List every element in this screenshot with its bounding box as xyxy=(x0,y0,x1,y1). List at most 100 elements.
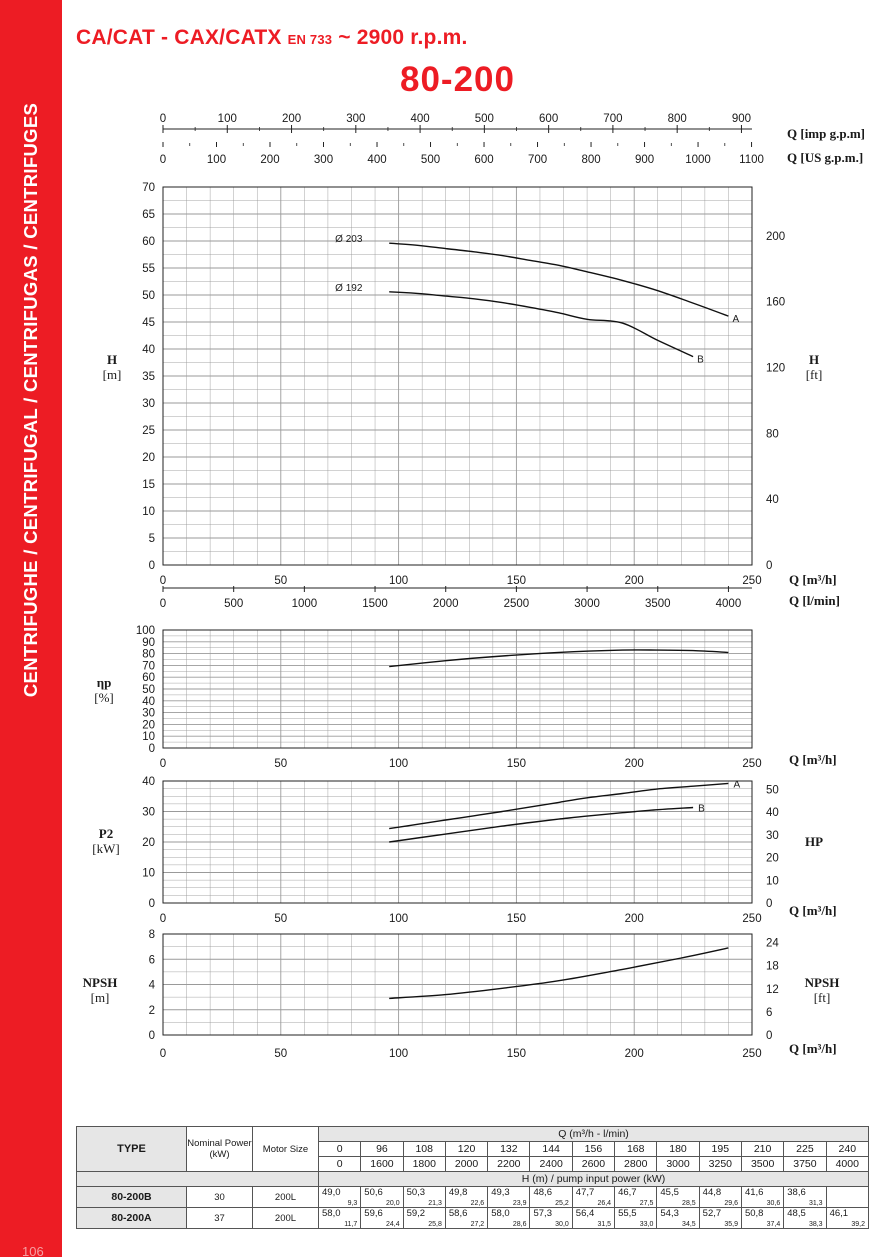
us-tick-label: 500 xyxy=(421,154,440,166)
us-tick-label: 600 xyxy=(474,154,493,166)
npsh-chart-ytick-label: 8 xyxy=(149,929,155,941)
q-lmin-cell: 2400 xyxy=(529,1156,573,1172)
npsh-xtick-label: 150 xyxy=(507,1048,526,1060)
head-m-label-line1: H xyxy=(107,352,117,367)
power-curve-end-label: A xyxy=(733,779,740,790)
us-tick-label: 200 xyxy=(260,154,279,166)
power-value: 39,2 xyxy=(851,1221,865,1228)
power-value: 29,6 xyxy=(724,1200,738,1207)
head-value: 46,7 xyxy=(618,1187,637,1198)
q-m3h-label: Q [m³/h] xyxy=(789,903,837,918)
npsh-xtick-label: 250 xyxy=(742,1048,761,1060)
h-header: H (m) / pump input power (kW) xyxy=(318,1171,869,1187)
head-chart-ytick-label: 30 xyxy=(142,398,155,410)
power-value: 9,3 xyxy=(347,1200,358,1207)
eff-chart-ytick-label: 90 xyxy=(142,637,155,649)
head-chart-ytick-label: 60 xyxy=(142,236,155,248)
hp-label: HP xyxy=(805,834,823,849)
row-value-cell: 41,6 30,6 xyxy=(740,1186,785,1208)
us-tick-label: 700 xyxy=(528,154,547,166)
power-value: 27,5 xyxy=(639,1200,654,1207)
power-value: 20,0 xyxy=(385,1200,400,1207)
eff-chart-ytick-label: 30 xyxy=(142,708,155,720)
row-power: 37 xyxy=(186,1207,253,1229)
row-value-cell: 49,8 22,6 xyxy=(444,1186,489,1208)
head-curve-name: Ø 203 xyxy=(335,234,363,245)
eff-chart-ytick-label: 10 xyxy=(142,731,155,743)
head-value: 48,5 xyxy=(787,1208,806,1219)
lmin-tick-label: 3500 xyxy=(645,598,671,610)
row-value-cell: 46,1 39,2 xyxy=(825,1207,870,1229)
head-value: 47,7 xyxy=(575,1187,595,1198)
power-curve-a xyxy=(389,782,729,830)
ft-tick-label: 160 xyxy=(766,297,785,309)
eff-xtick-label: 250 xyxy=(742,758,761,770)
head-value: 49,3 xyxy=(491,1187,510,1198)
head-value: 45,5 xyxy=(660,1187,679,1198)
head-chart-ytick-label: 20 xyxy=(142,452,155,464)
npsh-m-label-line2: [m] xyxy=(91,990,110,1005)
head-xtick-label: 50 xyxy=(274,575,287,587)
head-value: 54,3 xyxy=(660,1208,679,1219)
eff-curve xyxy=(389,649,729,668)
lmin-tick-label: 0 xyxy=(160,598,166,610)
lmin-tick-label: 1000 xyxy=(292,598,318,610)
row-value-cell: 58,0 28,6 xyxy=(487,1207,531,1229)
q-m3h-cell: 168 xyxy=(614,1141,658,1157)
row-power: 30 xyxy=(186,1186,253,1208)
head-curve-name: Ø 192 xyxy=(335,283,363,294)
lmin-tick-label: 4000 xyxy=(716,598,742,610)
row-value-cell: 49,0 9,3 xyxy=(317,1186,362,1208)
power-value: 25,8 xyxy=(428,1221,442,1228)
table-header-row: TYPE Nominal Power (kW) Motor Size Q (m³/h … xyxy=(76,1126,869,1172)
power-label-line2: [kW] xyxy=(92,841,119,856)
head-value: 49,8 xyxy=(448,1187,468,1198)
power-value: 35,9 xyxy=(724,1221,738,1228)
head-chart-ytick-label: 70 xyxy=(142,182,155,194)
head-chart-ytick-label: 35 xyxy=(142,371,155,383)
power-value: 26,4 xyxy=(597,1200,612,1207)
h-header-row: H (m) / pump input power (kW) xyxy=(76,1171,869,1187)
power-xtick-label: 150 xyxy=(507,913,526,925)
eff-xtick-label: 100 xyxy=(389,758,408,770)
npsh-curve xyxy=(389,947,729,1000)
eff-xtick-label: 200 xyxy=(625,758,644,770)
power-value: 34,5 xyxy=(682,1221,696,1228)
q-lmin-cell: 1800 xyxy=(402,1156,446,1172)
head-value: 56,4 xyxy=(575,1208,595,1219)
eff-xtick-label: 50 xyxy=(274,758,287,770)
power-chart-frame xyxy=(162,780,753,904)
us-tick-label: 800 xyxy=(581,154,600,166)
power-xtick-label: 0 xyxy=(160,913,166,925)
eff-label-line2: [%] xyxy=(94,690,114,705)
row-value-cell: 46,7 27,5 xyxy=(614,1186,658,1208)
imp-tick-label: 300 xyxy=(346,113,365,125)
head-xtick-label: 0 xyxy=(160,575,166,587)
row-value-cell: 57,3 30,0 xyxy=(529,1207,573,1229)
hp-tick-label: 0 xyxy=(766,898,772,910)
row-value-cell: 49,3 23,9 xyxy=(487,1186,531,1208)
npsh-ft-tick-label: 12 xyxy=(766,984,779,996)
row-value-cell: 50,8 37,4 xyxy=(740,1207,785,1229)
eff-chart-frame xyxy=(162,629,753,749)
head-xtick-label: 200 xyxy=(625,575,644,587)
head-chart-ytick-label: 55 xyxy=(142,263,155,275)
ft-tick-label: 40 xyxy=(766,494,779,506)
motor-header: Motor Size xyxy=(252,1126,319,1172)
head-xtick-label: 100 xyxy=(389,575,408,587)
eff-label-line1: ηp xyxy=(97,675,112,690)
power-value: 24,4 xyxy=(385,1221,400,1228)
row-value-cell: 50,6 20,0 xyxy=(360,1186,404,1208)
power-chart-ytick-label: 20 xyxy=(142,837,155,849)
head-curve-a xyxy=(389,242,729,317)
side-band xyxy=(0,0,62,1257)
eff-chart-ytick-label: 0 xyxy=(149,743,155,755)
npsh-ft-tick-label: 18 xyxy=(766,961,779,973)
row-value-cell: 52,7 35,9 xyxy=(698,1207,742,1229)
q-lmin-row: 0 1600 1800 2000 2200 2400 2600 2800 3000 3250 350… xyxy=(77,1156,870,1172)
row-motor: 200L xyxy=(252,1207,319,1229)
head-value: 58,0 xyxy=(491,1208,510,1219)
row-value-cell xyxy=(825,1186,870,1208)
npsh-ft-label-line2: [ft] xyxy=(814,990,831,1005)
hp-tick-label: 40 xyxy=(766,807,779,819)
